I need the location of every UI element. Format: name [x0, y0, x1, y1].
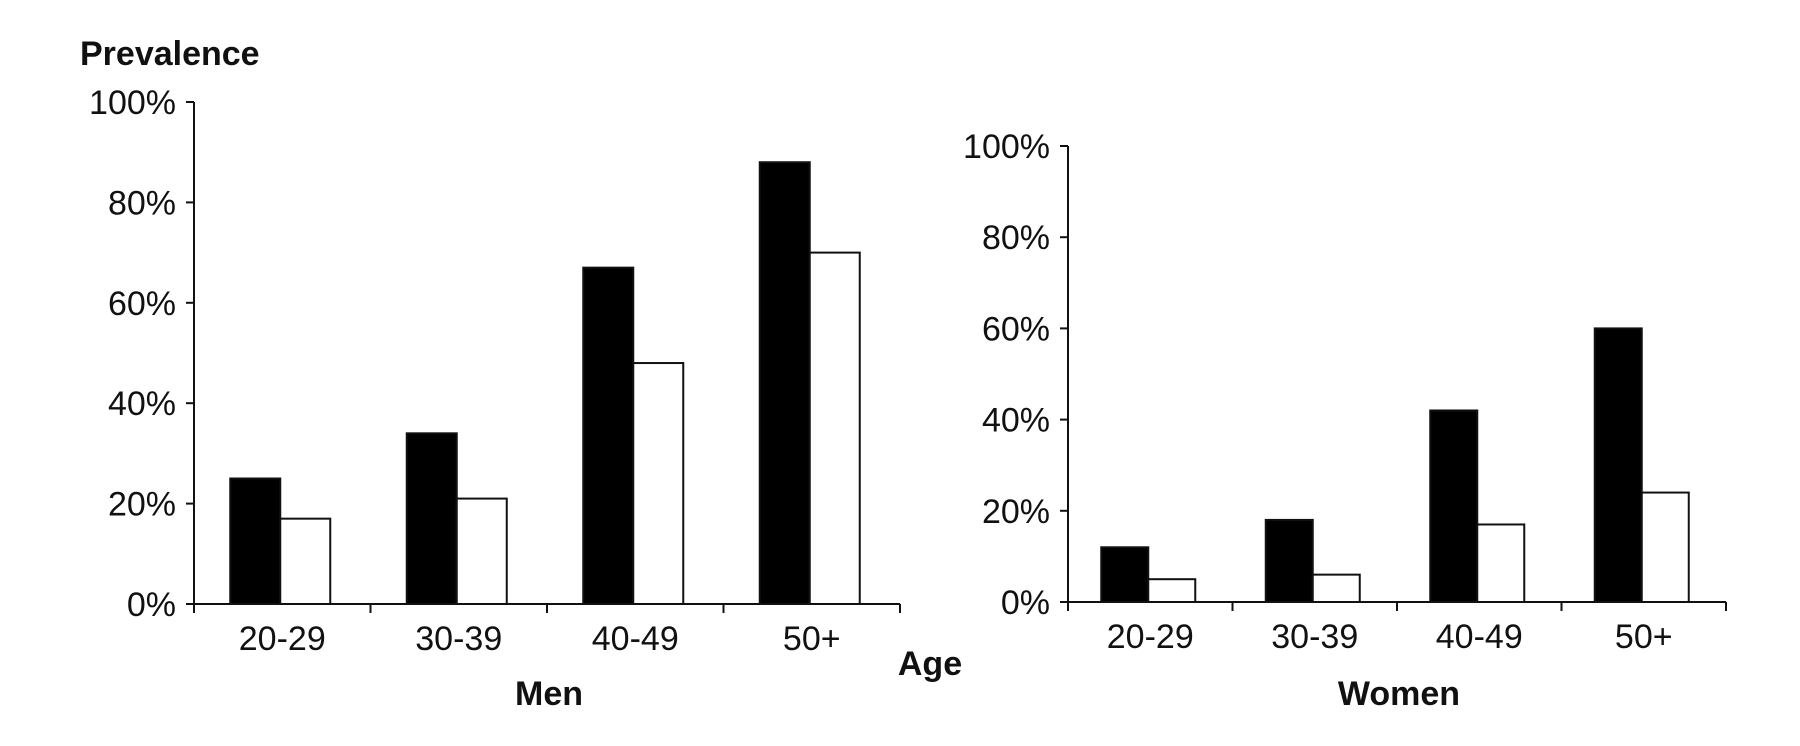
- men-x-tick-label: 20-29: [239, 620, 326, 658]
- men-bar-black-2: [405, 432, 458, 605]
- women-bar-black-4: [1593, 327, 1643, 603]
- men-x-tick-label: 50+: [783, 620, 841, 658]
- women-x-tick-label: 40-49: [1436, 618, 1523, 656]
- men-bar-black-1: [229, 477, 282, 605]
- men-y-tick-label: 20%: [108, 486, 176, 524]
- women-bar-white-3: [1476, 523, 1526, 603]
- men-bar-white-3: [632, 362, 685, 606]
- women-y-tick-label: 100%: [963, 128, 1050, 166]
- women-y-tick-label: 60%: [982, 310, 1050, 348]
- men-bar-white-2: [455, 497, 508, 605]
- women-x-tick-label: 50+: [1615, 618, 1673, 656]
- women-bar-white-4: [1640, 491, 1690, 603]
- women-bar-white-2: [1311, 573, 1361, 604]
- y-axis-label: Prevalence: [80, 35, 260, 73]
- men-y-tick-label: 60%: [108, 285, 176, 323]
- men-bar-black-3: [582, 266, 635, 605]
- men-panel-title: Men: [515, 675, 583, 713]
- men-bar-white-4: [808, 251, 861, 605]
- men-y-tick-label: 100%: [89, 84, 176, 122]
- women-bar-white-1: [1147, 578, 1197, 604]
- women-panel: 0% 20% 40% 60% 80% 100% 20-29 30-39 40-49 50+ Wome…: [963, 128, 1727, 713]
- women-panel-title: Women: [1338, 675, 1460, 713]
- women-y-tick-label: 40%: [982, 402, 1050, 440]
- men-x-tick-label: 30-39: [415, 620, 502, 658]
- men-y-tick-label: 80%: [108, 184, 176, 222]
- women-y-tick-label: 20%: [982, 493, 1050, 531]
- men-y-tick-label: 40%: [108, 385, 176, 423]
- men-panel: 0% 20% 40% 60% 80% 100% 20-29 30-39 40-49 50+ Men: [89, 84, 901, 713]
- x-axis-label: Age: [898, 645, 962, 683]
- women-y-tick-label: 0%: [1001, 584, 1050, 622]
- men-x-tick-label: 40-49: [592, 620, 679, 658]
- men-y-tick-label: 0%: [127, 586, 176, 624]
- women-bar-black-1: [1100, 546, 1150, 604]
- women-x-tick-label: 30-39: [1271, 618, 1358, 656]
- men-bar-white-1: [279, 517, 332, 605]
- women-bar-black-2: [1264, 518, 1314, 603]
- women-bar-black-3: [1429, 409, 1479, 604]
- men-bar-black-4: [758, 161, 811, 606]
- women-x-tick-label: 20-29: [1107, 618, 1194, 656]
- women-y-tick-label: 80%: [982, 219, 1050, 257]
